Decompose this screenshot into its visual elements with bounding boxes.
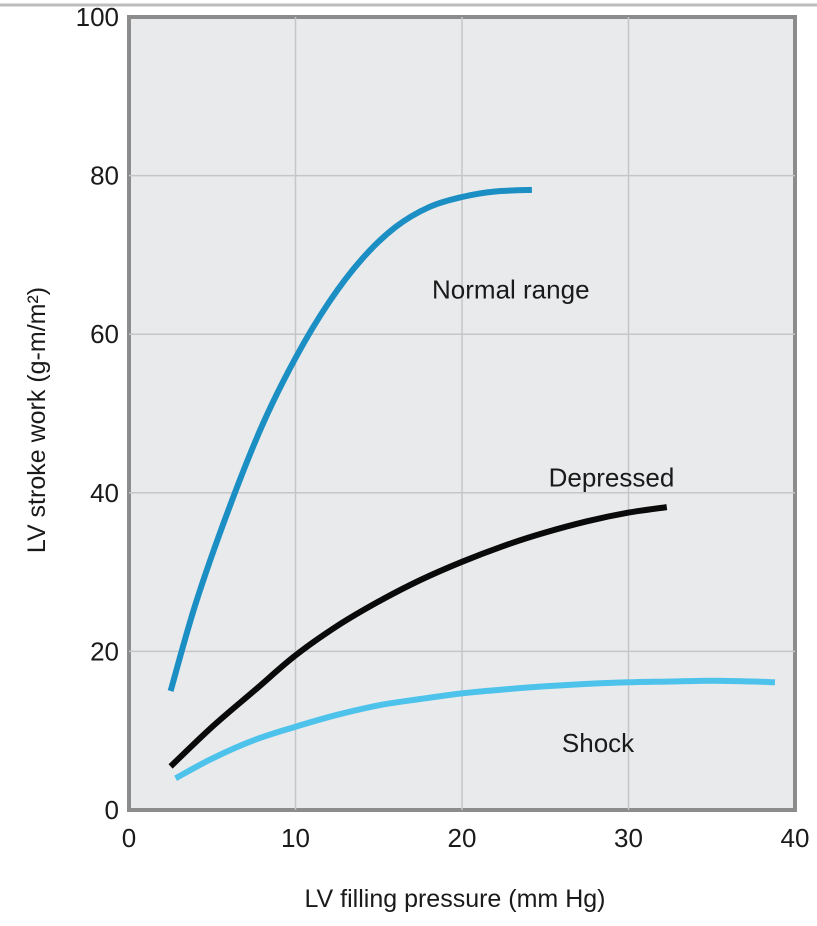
- x-tick-label: 30: [614, 823, 643, 853]
- x-tick-labels: 0 10 20 30 40: [122, 823, 810, 853]
- series-label-normal-range: Normal range: [432, 275, 590, 305]
- series-line-depressed: [168, 504, 668, 769]
- series-line-normal-range: [167, 186, 532, 692]
- series-line-shock: [174, 677, 776, 781]
- y-axis-title: LV stroke work (g-m/m²): [23, 287, 51, 553]
- grid-layer: [129, 17, 795, 810]
- series-label-shock: Shock: [562, 728, 635, 758]
- series-label-depressed: Depressed: [549, 462, 675, 492]
- x-tick-label: 20: [448, 823, 477, 853]
- series-labels: Normal range Depressed Shock: [432, 275, 674, 759]
- x-tick-label: 0: [122, 823, 136, 853]
- x-axis-title: LV filling pressure (mm Hg): [304, 885, 605, 913]
- x-tick-label: 40: [781, 823, 810, 853]
- x-tick-label: 10: [281, 823, 310, 853]
- y-tick-label: 80: [90, 161, 119, 191]
- y-tick-label: 100: [76, 2, 119, 32]
- y-tick-label: 20: [90, 636, 119, 666]
- series-layer: [167, 186, 776, 781]
- y-tick-label: 60: [90, 319, 119, 349]
- y-tick-label: 0: [105, 795, 119, 825]
- y-tick-labels: 0 20 40 60 80 100: [76, 2, 119, 825]
- y-tick-label: 40: [90, 478, 119, 508]
